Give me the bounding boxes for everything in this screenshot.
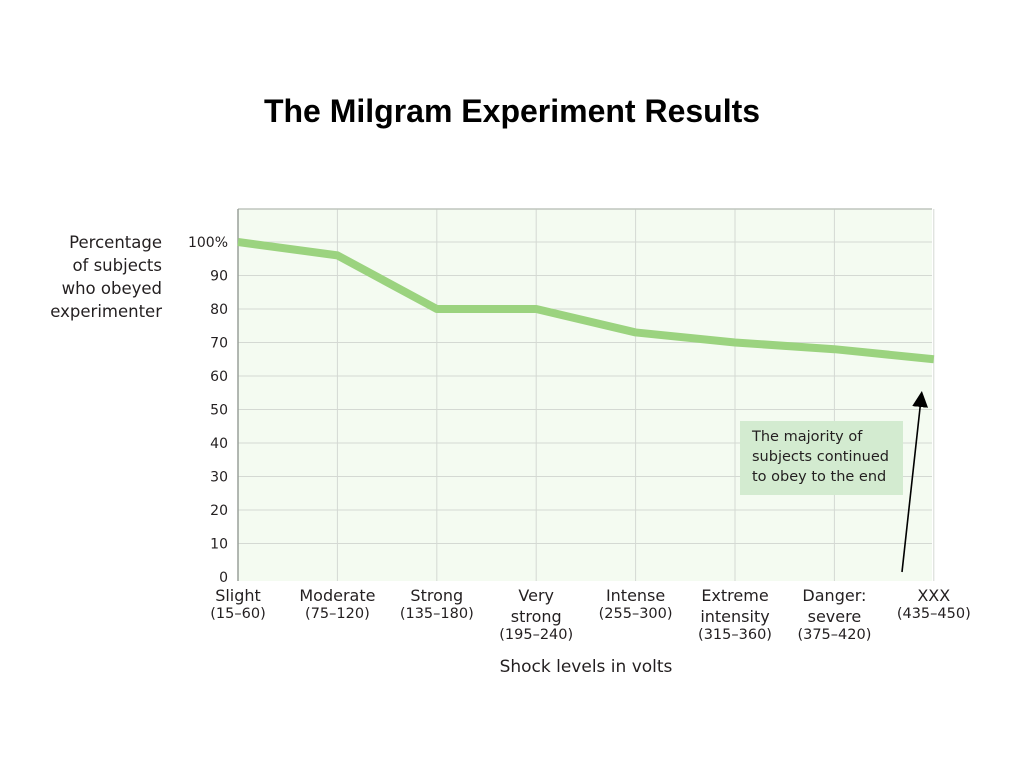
y-tick-label: 20: [210, 503, 228, 519]
x-category-range: (195–240): [499, 627, 573, 643]
x-category-label: severe: [808, 607, 862, 626]
x-category-label: Strong: [410, 586, 463, 605]
annotation-line: subjects continued: [752, 449, 889, 465]
y-axis-label-line: Percentage: [69, 233, 162, 252]
x-category-label: Danger:: [802, 586, 866, 605]
y-axis-label: Percentage of subjects who obeyed experi…: [20, 231, 162, 323]
y-axis-label-line: experimenter: [50, 302, 162, 321]
x-category-range: (15–60): [210, 606, 265, 622]
y-tick-label: 10: [210, 537, 228, 553]
x-category-range: (255–300): [599, 606, 673, 622]
x-category-label: intensity: [700, 607, 769, 626]
x-category-label: Moderate: [299, 586, 375, 605]
x-category-range: (435–450): [897, 606, 971, 622]
data-line-obedience: [237, 238, 935, 364]
x-category-label: Intense: [606, 586, 665, 605]
y-tick-label: 80: [210, 302, 228, 318]
y-tick-label: 0: [219, 570, 228, 586]
y-tick-label: 40: [210, 436, 228, 452]
y-tick-label: 60: [210, 369, 228, 385]
annotation-box: The majority of subjects continued to ob…: [740, 421, 903, 495]
annotation-line: to obey to the end: [752, 469, 887, 485]
annotation-line: The majority of: [752, 429, 863, 445]
x-axis-label: Shock levels in volts: [499, 657, 673, 677]
x-category-range: (315–360): [698, 627, 772, 643]
y-tick-label: 70: [210, 336, 228, 352]
x-category-label: Extreme: [701, 586, 768, 605]
y-tick-label: 50: [210, 403, 228, 419]
annotation-arrow: [901, 391, 929, 573]
y-tick-label: 100%: [188, 235, 228, 251]
x-category-label: Very: [518, 586, 554, 605]
x-category-label: Slight: [215, 586, 261, 605]
x-category-label: XXX: [917, 586, 950, 605]
y-axis-label-line: who obeyed: [61, 279, 162, 298]
y-tick-label: 30: [210, 470, 228, 486]
slide-title: The Milgram Experiment Results: [263, 93, 761, 129]
x-category-range: (75–120): [305, 606, 370, 622]
plot-area: [238, 209, 932, 581]
y-tick-label: 90: [210, 269, 228, 285]
x-category-range: (135–180): [400, 606, 474, 622]
x-category-range: (375–420): [797, 627, 871, 643]
x-category-label: strong: [511, 607, 562, 626]
y-axis-label-line: of subjects: [72, 256, 162, 275]
